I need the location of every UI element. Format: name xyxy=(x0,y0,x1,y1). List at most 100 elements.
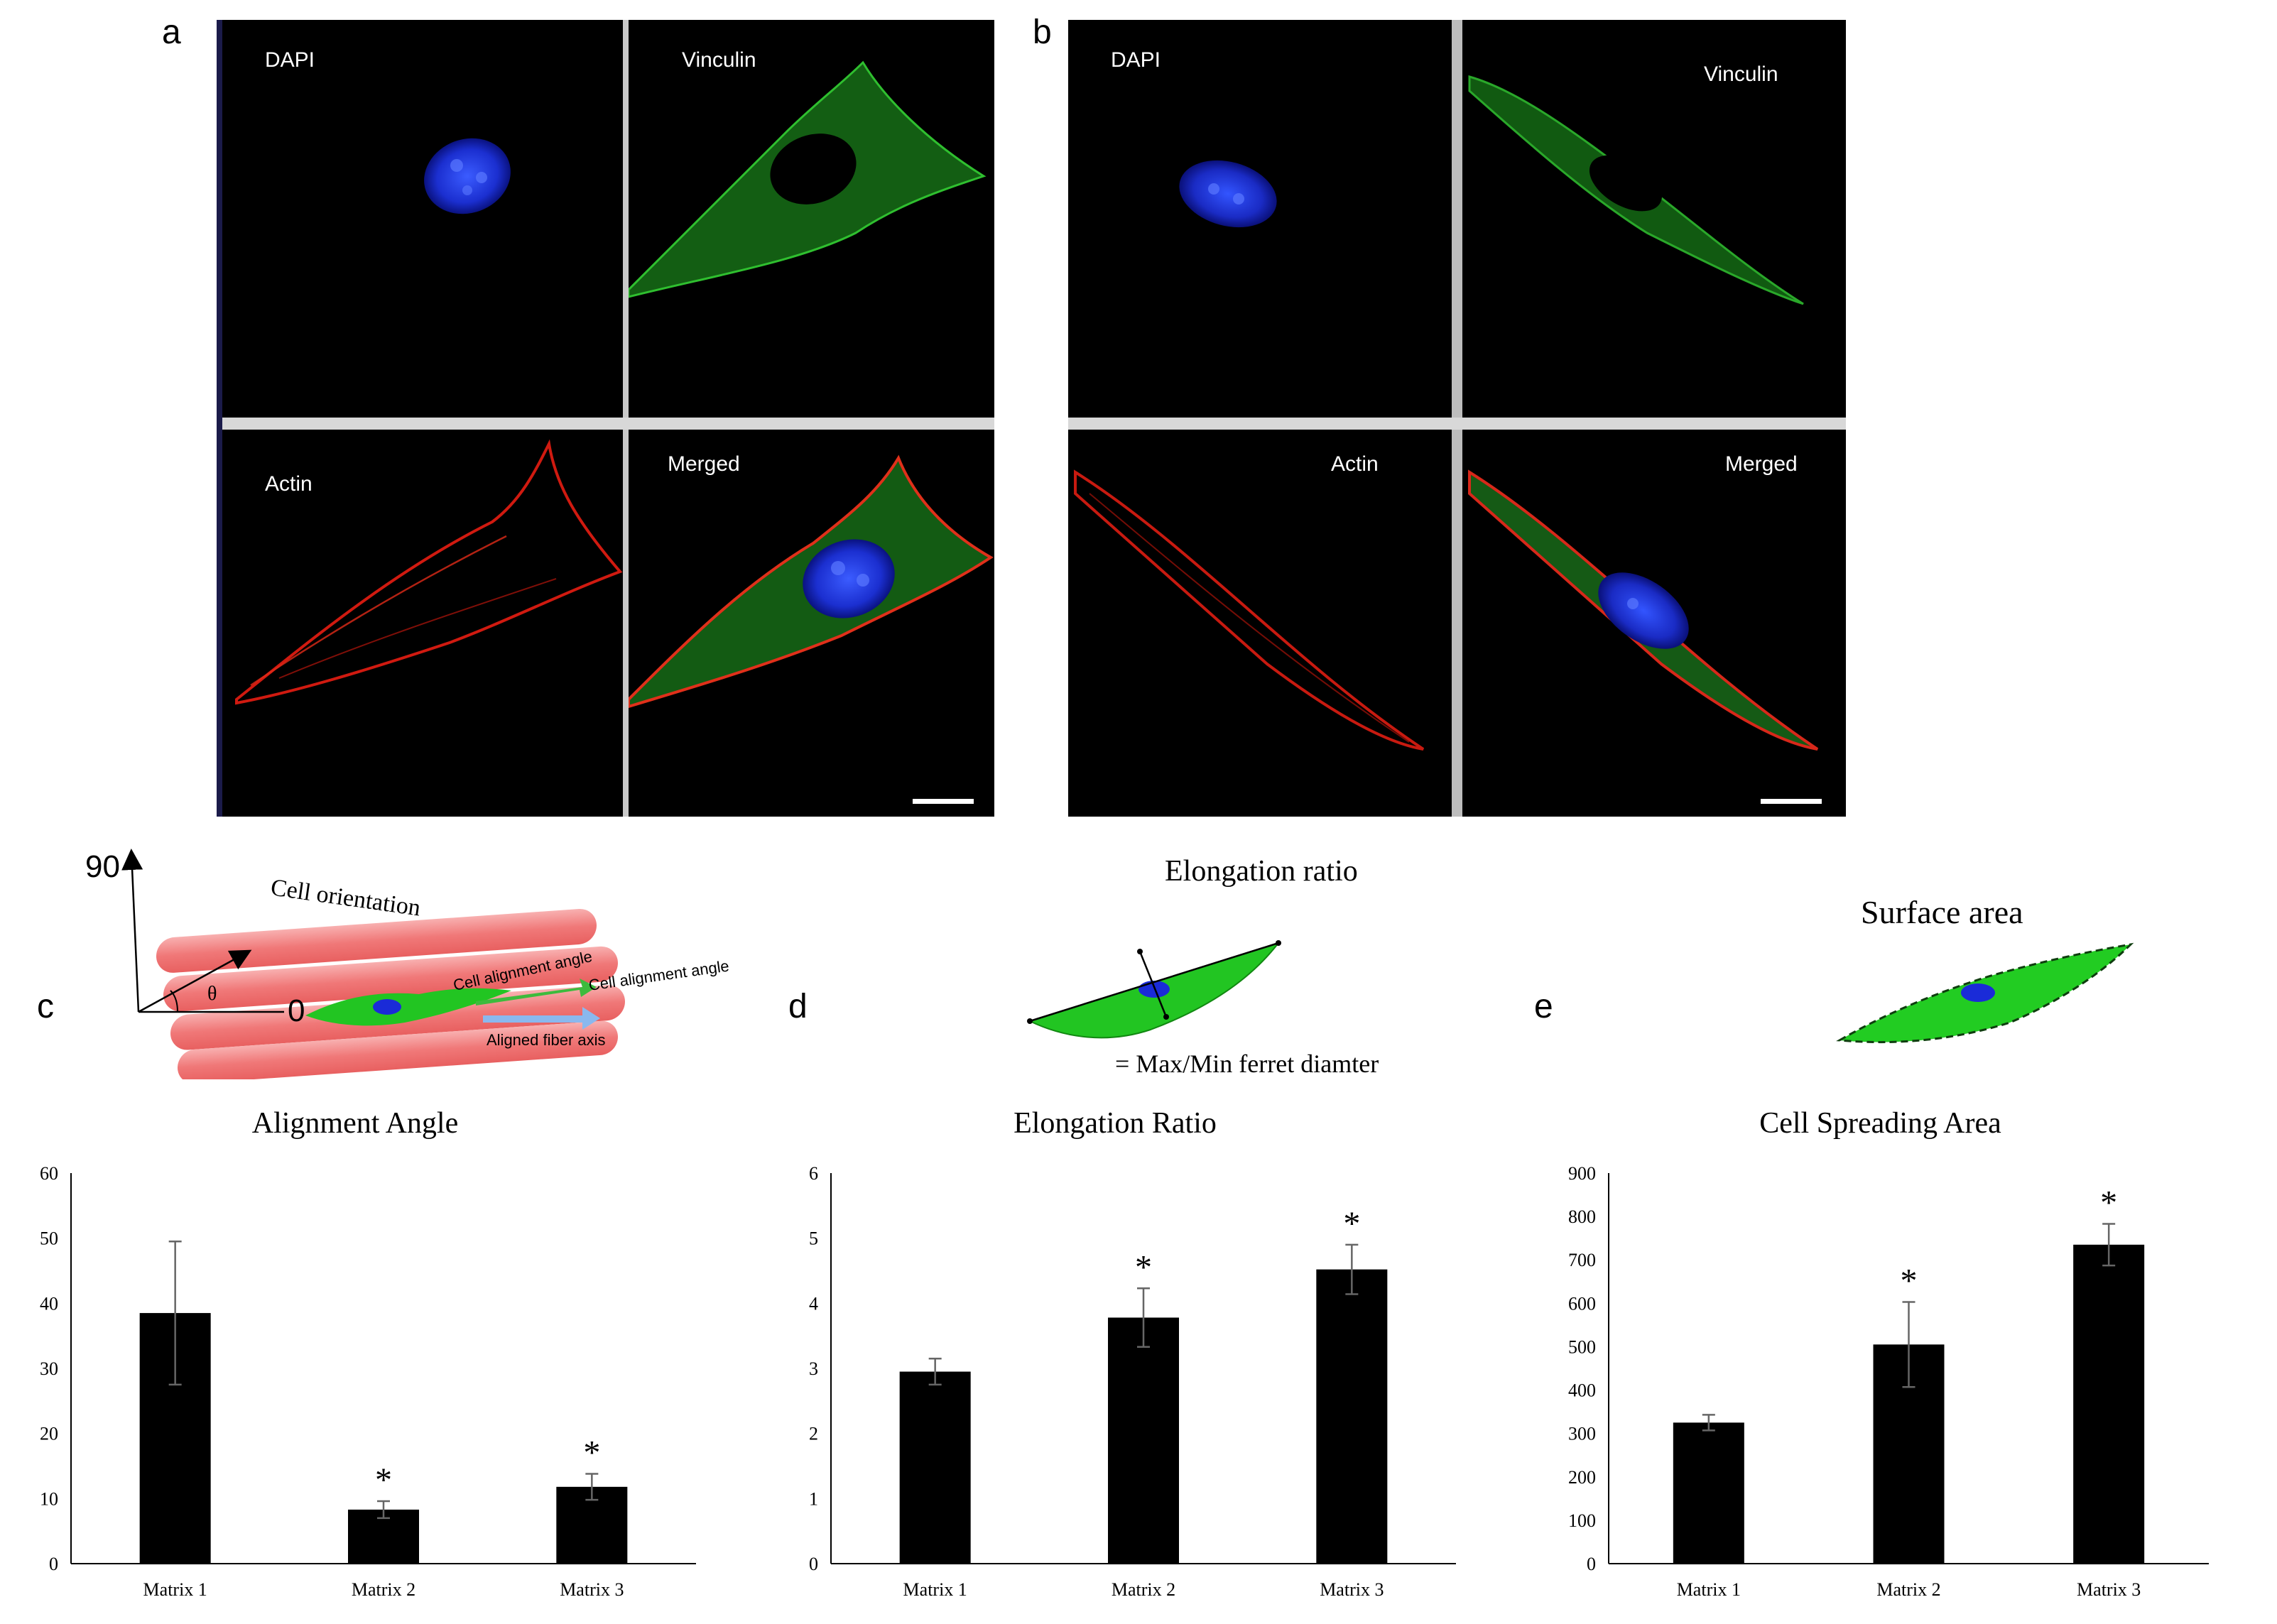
x-category-label: Matrix 3 xyxy=(2077,1579,2141,1600)
micrograph-a-dapi-label: DAPI xyxy=(265,48,315,72)
elongation-formula: = Max/Min ferret diamter xyxy=(1115,1050,1379,1078)
nucleus-shape xyxy=(424,138,511,214)
micrograph-b-merged-label: Merged xyxy=(1725,452,1798,476)
y-tick-label: 0 xyxy=(809,1554,818,1574)
x-category-label: Matrix 2 xyxy=(1876,1579,1940,1600)
y-tick-label: 600 xyxy=(1568,1293,1596,1314)
y-tick-label: 300 xyxy=(1568,1424,1596,1444)
max-diameter-line xyxy=(1029,942,1279,1023)
separator-horizontal xyxy=(1068,418,1846,430)
x-category-label: Matrix 3 xyxy=(560,1579,624,1600)
bar xyxy=(2073,1244,2145,1564)
y-tick-label: 0 xyxy=(1587,1554,1596,1574)
scale-bar xyxy=(913,799,974,804)
micrograph-a-actin-image xyxy=(235,439,623,705)
chart-title: Elongation Ratio xyxy=(1013,1107,1217,1140)
significance-marker: * xyxy=(1135,1248,1152,1286)
micrograph-a-vinculin-image xyxy=(629,60,987,298)
axis-90-arrow xyxy=(121,849,143,1013)
cell-nucleus xyxy=(1961,983,1995,1002)
chart-title: Alignment Angle xyxy=(252,1107,458,1140)
axis-90-label: 90 xyxy=(85,849,120,884)
micrograph-b-vinculin-label: Vinculin xyxy=(1704,62,1778,86)
y-tick-label: 60 xyxy=(40,1163,58,1184)
micrograph-a-merged-image xyxy=(629,454,994,709)
panel-letter-a: a xyxy=(162,13,181,51)
micrograph-a-vinculin: Vinculin xyxy=(629,20,994,418)
elongation-schematic-title: Elongation ratio xyxy=(1165,855,1358,888)
angle-arrow xyxy=(138,949,252,1013)
theta-label: θ xyxy=(207,983,217,1005)
cell-shape xyxy=(305,988,511,1026)
x-category-label: Matrix 2 xyxy=(1112,1579,1175,1600)
y-tick-label: 30 xyxy=(40,1358,58,1379)
panel-letter-d: d xyxy=(788,988,808,1025)
y-tick-label: 400 xyxy=(1568,1380,1596,1401)
chart-elongation-ratio: Elongation Ratio 0 1 2 3 4 5 6 Matrix 1 * Matrix 2… xyxy=(809,1107,1456,1600)
nucleus-shape xyxy=(1179,160,1277,228)
y-tick-label: 1 xyxy=(809,1488,818,1509)
bar xyxy=(1108,1317,1179,1564)
x-category-label: Matrix 1 xyxy=(1677,1579,1741,1600)
micrograph-a-actin-label: Actin xyxy=(265,472,313,496)
x-category-label: Matrix 2 xyxy=(352,1579,415,1600)
cell-orientation-title: Cell orientation xyxy=(269,874,423,921)
micrograph-b-dapi: DAPI xyxy=(1068,20,1452,418)
fiber-axis-label: Aligned fiber axis xyxy=(487,1031,606,1049)
chart-title: Cell Spreading Area xyxy=(1759,1107,2001,1140)
min-diameter-line xyxy=(1138,951,1168,1018)
panel-letter-e: e xyxy=(1534,988,1553,1025)
cell-nucleus xyxy=(373,999,401,1015)
y-tick-label: 5 xyxy=(809,1228,818,1249)
y-tick-label: 6 xyxy=(809,1163,818,1184)
y-tick-label: 500 xyxy=(1568,1336,1596,1357)
micrograph-b-merged: Merged xyxy=(1462,430,1846,817)
schematic-e: Surface area xyxy=(1836,894,2134,1044)
y-tick-label: 40 xyxy=(40,1293,58,1314)
schematic-c: 90 0 θ Cell orientation Cell alignment a… xyxy=(85,849,730,1079)
bar xyxy=(899,1371,971,1564)
micrograph-b-dapi-image xyxy=(1179,160,1277,228)
micrograph-a-dapi-image xyxy=(424,138,511,214)
bar xyxy=(1673,1422,1744,1564)
cell-alignment-arrow xyxy=(476,979,597,1006)
y-tick-label: 700 xyxy=(1568,1250,1596,1270)
significance-marker: * xyxy=(1901,1263,1918,1300)
micrograph-b-merged-image xyxy=(1468,469,1819,751)
y-tick-label: 0 xyxy=(49,1554,58,1574)
micrograph-b-actin: Actin xyxy=(1068,430,1452,817)
chart-cell-spreading-area: Cell Spreading Area 0 100 200 300 400 500 600 70… xyxy=(1568,1107,2209,1600)
x-category-label: Matrix 1 xyxy=(143,1579,207,1600)
separator-horizontal xyxy=(222,418,994,430)
panel-letter-c: c xyxy=(37,988,54,1025)
micrograph-panel-b: DAPI Vinculin Actin Merged xyxy=(1068,20,1846,817)
y-tick-label: 900 xyxy=(1568,1163,1596,1184)
schematic-d: Elongation ratio = Max/Min ferret diamte… xyxy=(1027,855,1379,1078)
micrograph-b-vinculin: Vinculin xyxy=(1462,20,1846,418)
surface-area-schematic-title: Surface area xyxy=(1861,894,2023,930)
y-tick-label: 20 xyxy=(40,1424,58,1444)
panel-letter-b: b xyxy=(1033,13,1052,51)
y-tick-label: 4 xyxy=(809,1293,818,1314)
y-tick-label: 3 xyxy=(809,1358,818,1379)
y-tick-label: 800 xyxy=(1568,1206,1596,1227)
micrograph-a-actin: Actin xyxy=(222,430,623,817)
significance-marker: * xyxy=(375,1461,392,1499)
significance-marker: * xyxy=(1343,1205,1360,1243)
bar xyxy=(1316,1269,1388,1564)
y-tick-label: 2 xyxy=(809,1424,818,1444)
micrograph-a-merged-label: Merged xyxy=(668,452,740,476)
y-tick-label: 10 xyxy=(40,1488,58,1509)
micrograph-a-merged: Merged xyxy=(629,430,994,817)
fiber-axis-arrow xyxy=(483,1007,600,1030)
micrograph-b-actin-label: Actin xyxy=(1331,452,1379,476)
axis-0-label: 0 xyxy=(288,993,305,1028)
y-tick-label: 100 xyxy=(1568,1510,1596,1531)
micrograph-b-actin-image xyxy=(1074,469,1425,751)
micrograph-a-dapi: DAPI xyxy=(222,20,623,418)
chart-alignment-angle: Alignment Angle 0 10 20 30 40 50 60 Matrix 1 * Mat… xyxy=(40,1107,696,1600)
micrograph-a-vinculin-label: Vinculin xyxy=(682,48,756,72)
significance-marker: * xyxy=(2100,1184,2117,1222)
scale-bar xyxy=(1761,799,1822,804)
y-tick-label: 50 xyxy=(40,1228,58,1249)
